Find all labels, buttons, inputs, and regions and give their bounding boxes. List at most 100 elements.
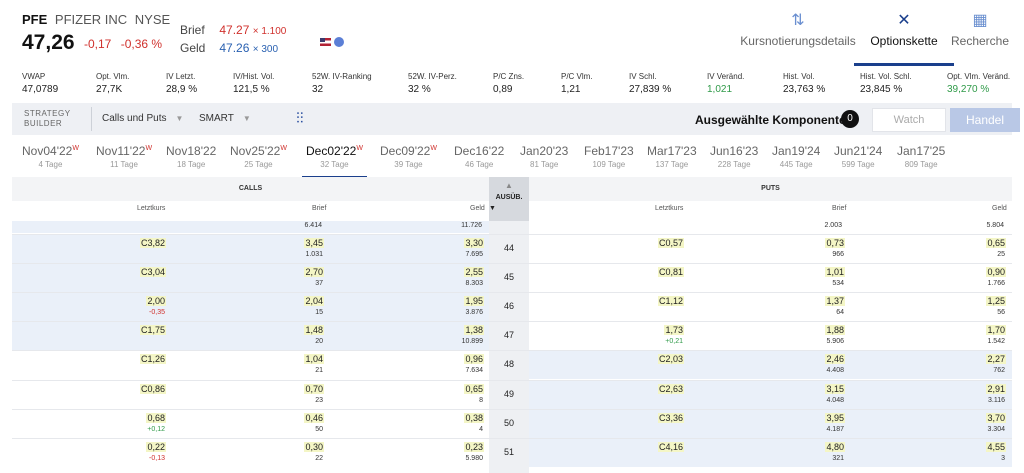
put-ask[interactable]: 4,80	[825, 441, 845, 452]
exchange-select[interactable]: SMART ▼	[199, 113, 251, 124]
call-last[interactable]: 0,22	[146, 441, 166, 452]
put-bid[interactable]: 0,65	[986, 238, 1006, 248]
bid-price: 47.26	[219, 41, 250, 55]
put-ask[interactable]: 2,46	[825, 354, 845, 365]
call-bid[interactable]: 1,95	[464, 296, 484, 307]
call-ask[interactable]: 0,30	[304, 441, 324, 452]
calls-col-last: Letztkurs	[137, 205, 166, 212]
put-bid[interactable]: 1,70	[986, 325, 1006, 336]
put-last[interactable]: C4,16	[657, 441, 684, 452]
call-last[interactable]: C1,26	[139, 354, 166, 365]
tab-optionskette[interactable]: ✕ Optionskette	[844, 0, 964, 66]
call-bid[interactable]: 3,30	[464, 238, 484, 248]
price-change: -0,17 -0,36 %	[84, 37, 168, 51]
strategy-builder-label[interactable]: STRATEGY BUILDER	[24, 109, 71, 128]
type-select-value: Calls und Puts	[102, 113, 167, 124]
call-last[interactable]: 0,68	[146, 412, 166, 423]
put-ask[interactable]: 0,73	[825, 238, 845, 248]
watch-button[interactable]: Watch	[872, 108, 946, 132]
put-bid[interactable]: 0,90	[986, 267, 1006, 278]
call-bid[interactable]: 0,23	[464, 441, 484, 452]
sliders-icon[interactable]: ⫶⫶	[296, 110, 304, 127]
put-ask[interactable]: 1,88	[825, 325, 845, 336]
expiry-tab[interactable]: Feb17'23 109 Tage	[584, 144, 634, 169]
expiry-tab[interactable]: Mar17'23 137 Tage	[647, 144, 697, 169]
trade-button[interactable]: Handel	[950, 108, 1020, 132]
call-bid[interactable]: 0,65	[464, 383, 484, 394]
put-bid[interactable]: 1,25	[986, 296, 1006, 307]
ask-size: × 1.100	[252, 26, 287, 37]
strategy-toolbar: STRATEGY BUILDER Calls und Puts ▼ SMART ▼ …	[12, 103, 1020, 135]
call-ask[interactable]: 0,70	[304, 383, 324, 394]
put-bid-size: 56	[997, 309, 1005, 317]
expiry-tab[interactable]: Jan19'24 445 Tage	[772, 144, 821, 169]
call-bid[interactable]: 1,38	[464, 325, 484, 336]
quote-header: PFE PFIZER INC NYSE 47,26 -0,17 -0,36 % …	[0, 0, 1024, 66]
call-ask[interactable]: 3,45	[304, 238, 324, 248]
put-cell-bg	[529, 293, 1012, 322]
tab-kursnotierungsdetails[interactable]: ⇅ Kursnotierungsdetails	[738, 0, 858, 66]
put-bid[interactable]: 2,27	[986, 354, 1006, 365]
stat-iv-schl: IV Schl. 27,839 %	[629, 72, 672, 95]
tab-recherche[interactable]: ▦ Recherche	[920, 0, 1024, 66]
put-bid[interactable]: 2,91	[986, 383, 1006, 394]
put-last[interactable]: C3,36	[657, 412, 684, 423]
put-bid-size: 3	[1001, 454, 1005, 462]
put-cell-bg	[529, 235, 1012, 263]
call-last[interactable]: C3,04	[139, 267, 166, 278]
table-row[interactable]: C3,04 2,70 37 2,55 8.303 45 C0,81 1,01 534 0,90 1.…	[12, 263, 1012, 293]
expiry-tab-active[interactable]: Dec02'22W 32 Tage	[302, 144, 367, 178]
put-last[interactable]: C2,03	[657, 354, 684, 365]
expiry-tab[interactable]: Nov18'22 18 Tage	[166, 144, 217, 169]
strike-price: 50	[503, 417, 514, 428]
put-ask[interactable]: 1,37	[825, 296, 845, 307]
put-bid[interactable]: 3,70	[986, 412, 1006, 423]
expiry-tab[interactable]: Nov11'22W 11 Tage	[96, 144, 153, 169]
expiry-tab[interactable]: Dec09'22W 39 Tage	[380, 144, 437, 169]
puts-col-ask: Brief	[832, 205, 847, 212]
call-ask[interactable]: 1,04	[304, 354, 324, 365]
tab-label: Recherche	[950, 34, 1010, 48]
call-ask[interactable]: 2,04	[304, 296, 324, 307]
put-ask[interactable]: 3,95	[825, 412, 845, 423]
table-row[interactable]: 2,00 -0,35 2,04 15 1,95 3.876 46 C1,12 1,37 64 1,2…	[12, 292, 1012, 322]
call-ask[interactable]: 2,70	[304, 267, 324, 278]
table-row[interactable]: 0,68 +0,12 0,46 50 0,38 4 50 C3,36 3,95 4.187 3,70…	[12, 408, 1012, 438]
expiry-tab[interactable]: Jan17'25 809 Tage	[897, 144, 946, 169]
put-ask[interactable]: 3,15	[825, 383, 845, 394]
chevron-down-icon: ▼	[175, 114, 184, 123]
table-row[interactable]: C1,26 1,04 21 0,96 7.634 48 C2,03 2,46 4.408 2,27…	[12, 350, 1012, 380]
put-last[interactable]: C0,57	[657, 238, 684, 248]
table-row[interactable]: 0,22 -0,13 0,30 22 0,23 5.980 51 C4,16 4,80 321 4,…	[12, 437, 1012, 467]
call-last[interactable]: C3,82	[139, 238, 166, 248]
table-row[interactable]: C1,75 1,48 20 1,38 10.899 47 1,73 +0,21 1,88 5.90…	[12, 321, 1012, 351]
call-ask[interactable]: 0,46	[304, 412, 324, 423]
expiry-tab[interactable]: Nov04'22W 4 Tage	[22, 144, 79, 169]
exchange-name: NYSE	[134, 12, 171, 27]
selected-components-label: Ausgewählte Komponenten	[695, 113, 854, 127]
put-last[interactable]: 1,73	[664, 325, 684, 336]
call-bid[interactable]: 0,38	[464, 412, 484, 423]
table-row[interactable]: C0,86 0,70 23 0,65 8 49 C2,63 3,15 4.048 2,91 3.11…	[12, 379, 1012, 409]
put-ask[interactable]: 1,01	[825, 267, 845, 278]
put-ask-size: 534	[832, 280, 844, 288]
table-row-partial[interactable]: 6.414 11.726 2.003 5.804	[12, 221, 1012, 233]
call-ask[interactable]: 1,48	[304, 325, 324, 336]
call-last[interactable]: 2,00	[146, 296, 166, 307]
expiry-tab[interactable]: Jun16'23 228 Tage	[710, 144, 759, 169]
put-last[interactable]: C0,81	[657, 267, 684, 278]
call-last[interactable]: C0,86	[139, 383, 166, 394]
expiry-tab[interactable]: Jan20'23 81 Tage	[520, 144, 569, 169]
put-last[interactable]: C2,63	[657, 383, 684, 394]
expiry-tab[interactable]: Nov25'22W 25 Tage	[230, 144, 287, 169]
put-last[interactable]: C1,12	[657, 296, 684, 307]
call-bid[interactable]: 0,96	[464, 354, 484, 365]
put-bid[interactable]: 4,55	[986, 441, 1006, 452]
type-select[interactable]: Calls und Puts ▼	[102, 113, 183, 124]
call-bid[interactable]: 2,55	[464, 267, 484, 278]
expiry-tab[interactable]: Jun21'24 599 Tage	[834, 144, 883, 169]
strike-header[interactable]: ▲ AUSÜB. ▼	[489, 177, 529, 221]
expiry-tab[interactable]: Dec16'22 46 Tage	[454, 144, 505, 169]
call-last[interactable]: C1,75	[139, 325, 166, 336]
table-row[interactable]: C3,82 3,45 1.031 3,30 7.695 44 C0,57 0,73 966 0,6…	[12, 234, 1012, 263]
